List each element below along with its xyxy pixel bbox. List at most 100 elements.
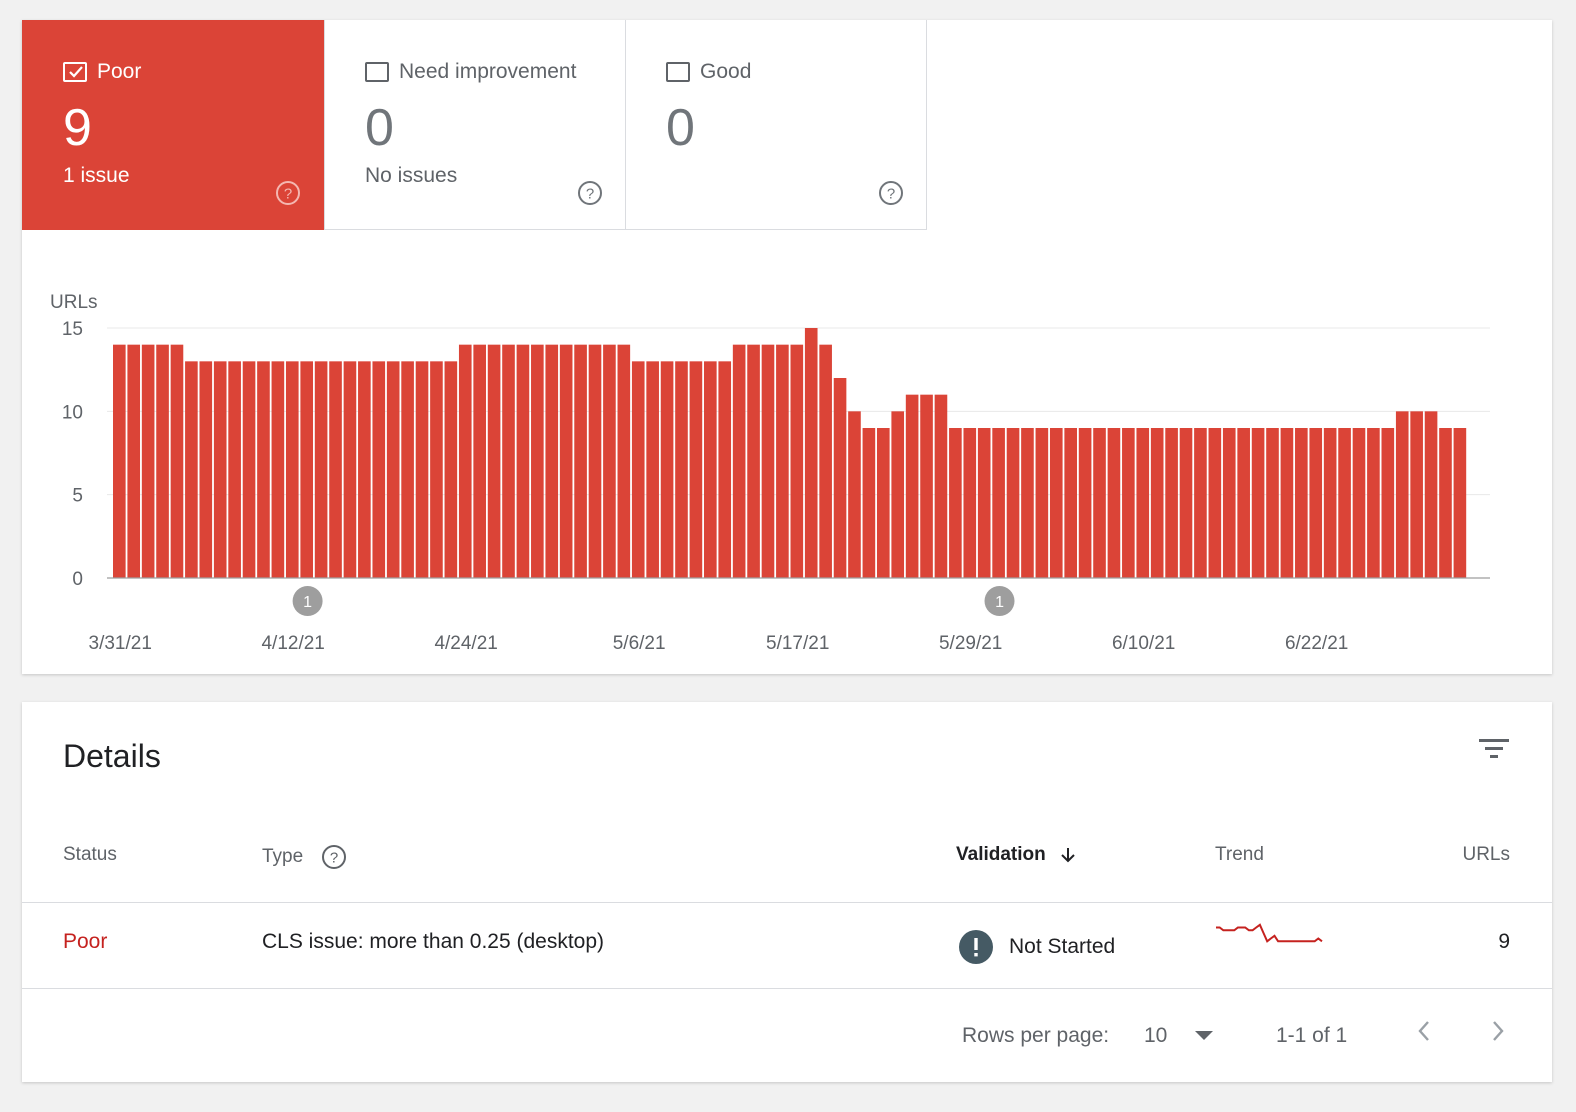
bar [343, 361, 357, 578]
svg-text:?: ? [887, 186, 895, 203]
help-icon[interactable]: ? [321, 844, 347, 870]
bar [833, 378, 847, 578]
bar [257, 361, 270, 578]
y-tick-label: 10 [62, 402, 83, 423]
bar [545, 344, 559, 578]
y-tick-label: 15 [62, 319, 83, 340]
bar [1006, 428, 1020, 578]
need-improvement-count: 0 [365, 99, 394, 157]
bar [1208, 428, 1222, 578]
bar [444, 361, 458, 578]
column-header-status: Status [63, 844, 117, 865]
bar [1424, 411, 1438, 578]
bar [372, 361, 386, 578]
good-checkbox-icon[interactable] [666, 62, 690, 82]
details-card: Details Status Type ? Validation Trend U… [22, 702, 1552, 1082]
bar [977, 428, 991, 578]
bar [1266, 428, 1279, 578]
need-improvement-checkbox-icon[interactable] [365, 62, 389, 82]
bar [199, 361, 213, 578]
rows-per-page-select[interactable]: 10 [1144, 1024, 1214, 1048]
y-tick-label: 0 [72, 569, 83, 590]
row-urls: 9 [1498, 930, 1510, 953]
bar [704, 361, 717, 578]
bar [588, 344, 602, 578]
bar [415, 361, 429, 578]
bar [631, 361, 645, 578]
bar [502, 344, 515, 578]
x-tick-label: 4/12/21 [261, 633, 324, 654]
bar [156, 344, 169, 578]
bar [949, 428, 962, 578]
bar [920, 394, 933, 578]
bar [574, 344, 587, 578]
bar [776, 344, 789, 578]
bar [905, 394, 919, 578]
bar [891, 411, 905, 578]
bar [242, 361, 256, 578]
row-status[interactable]: Poor [63, 930, 108, 953]
bar [1064, 428, 1077, 578]
details-title: Details [63, 738, 161, 774]
poor-count: 9 [63, 99, 92, 157]
help-icon[interactable]: ? [878, 180, 904, 211]
poor-label: Poor [97, 60, 142, 83]
row-validation: Not Started [959, 930, 1115, 964]
poor-checkbox-icon[interactable] [63, 62, 87, 82]
bar [1237, 428, 1250, 578]
bar [934, 394, 948, 578]
bar [1367, 428, 1380, 578]
annotation-label: 1 [303, 594, 312, 611]
bar [401, 361, 414, 578]
bar [963, 428, 977, 578]
bar [1136, 428, 1150, 578]
bar [1410, 411, 1423, 578]
dropdown-arrow-icon[interactable] [1195, 1031, 1214, 1041]
help-icon[interactable]: ? [275, 180, 301, 211]
bar [314, 361, 328, 578]
annotation-label: 1 [995, 594, 1004, 611]
bar [1381, 428, 1395, 578]
x-tick-label: 4/24/21 [434, 633, 497, 654]
chevron-left-icon[interactable] [1414, 1018, 1434, 1049]
good-tile[interactable]: Good 0 ? [625, 20, 927, 230]
bar [1439, 428, 1452, 578]
bar [1035, 428, 1049, 578]
trend-sparkline [1216, 923, 1323, 943]
bar [473, 344, 486, 578]
bar [213, 361, 227, 578]
bar [271, 361, 285, 578]
bar [1021, 428, 1034, 578]
bar [1309, 428, 1323, 578]
bar [1395, 411, 1409, 578]
bar [1295, 428, 1308, 578]
urls-bar-chart: URLs 0 5 10 15 1 1 3/31/21 4/12/21 4/24/21 5/6/21 5… [50, 292, 1490, 654]
row-type[interactable]: CLS issue: more than 0.25 (desktop) [262, 930, 605, 953]
bar [1251, 428, 1265, 578]
column-header-validation[interactable]: Validation [956, 844, 1078, 866]
poor-tile[interactable]: Poor 9 1 issue ? [22, 20, 324, 230]
bar [386, 361, 400, 578]
column-header-type: Type ? [262, 844, 347, 870]
rows-per-page-label: Rows per page: [962, 1024, 1110, 1047]
need-improvement-tile[interactable]: Need improvement 0 No issues ? [324, 20, 626, 230]
bar [660, 361, 674, 578]
help-icon[interactable]: ? [577, 180, 603, 211]
bar [992, 428, 1005, 578]
bar [675, 361, 688, 578]
trend-line [1216, 923, 1323, 943]
chevron-right-icon[interactable] [1488, 1018, 1508, 1049]
bar [228, 361, 241, 578]
bar [1107, 428, 1121, 578]
good-label: Good [700, 60, 752, 83]
x-tick-label: 6/10/21 [1112, 633, 1175, 654]
bar [1338, 428, 1351, 578]
bar [876, 428, 890, 578]
filter-icon[interactable] [1478, 736, 1510, 767]
bar [761, 344, 775, 578]
sort-arrow-down-icon[interactable] [1058, 845, 1078, 865]
bar [689, 361, 703, 578]
bar [516, 344, 530, 578]
need-improvement-label: Need improvement [399, 60, 577, 83]
bar [285, 361, 299, 578]
